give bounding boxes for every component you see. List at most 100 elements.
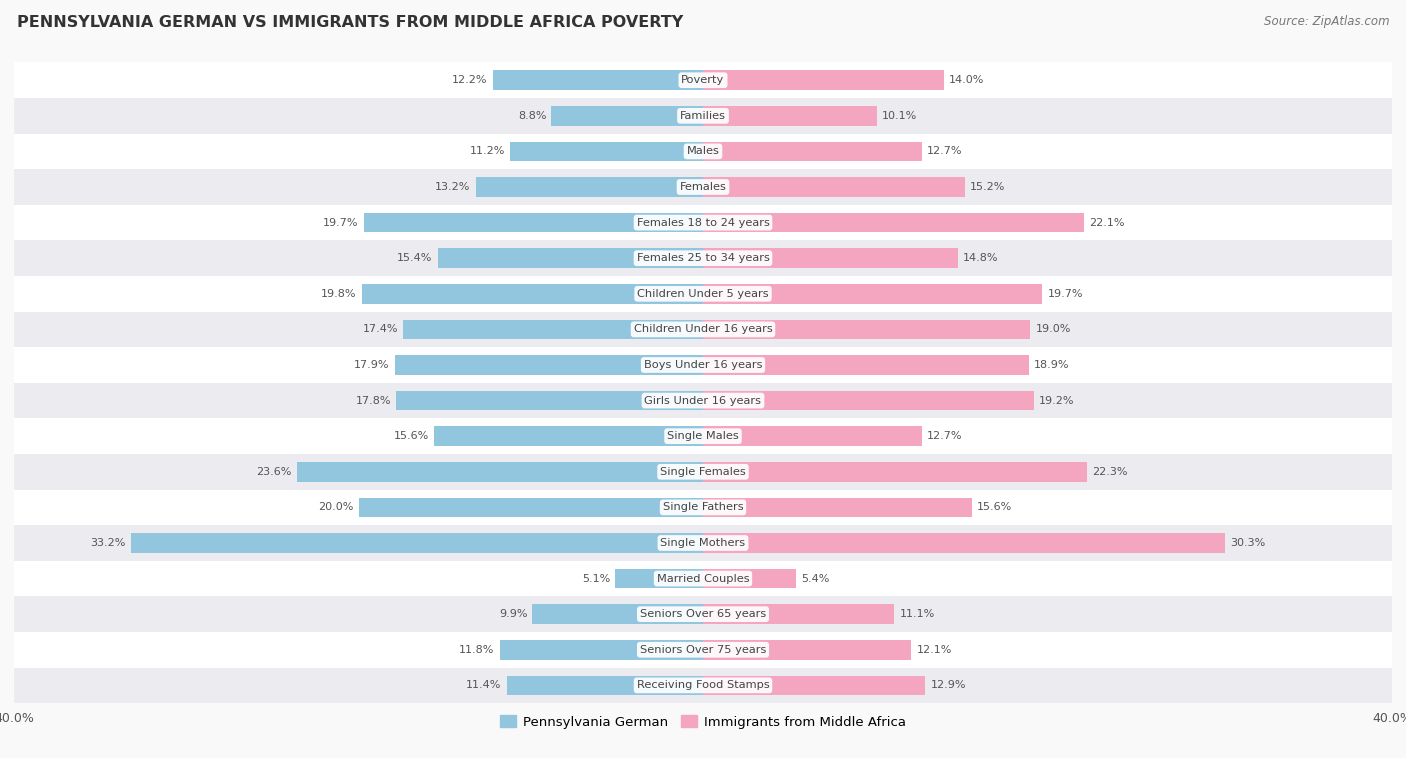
Text: 30.3%: 30.3% (1230, 538, 1265, 548)
Bar (703, 604, 894, 624)
Text: 11.1%: 11.1% (900, 609, 935, 619)
Text: Children Under 5 years: Children Under 5 years (637, 289, 769, 299)
Text: 20.0%: 20.0% (318, 503, 353, 512)
Text: 22.1%: 22.1% (1088, 218, 1125, 227)
Text: Females 25 to 34 years: Females 25 to 34 years (637, 253, 769, 263)
Text: Males: Males (686, 146, 720, 156)
Text: 19.2%: 19.2% (1039, 396, 1074, 406)
Text: 22.3%: 22.3% (1092, 467, 1128, 477)
Text: 5.1%: 5.1% (582, 574, 610, 584)
Bar (14, 169, 1392, 205)
Bar (434, 427, 703, 446)
Bar (404, 320, 703, 339)
Bar (14, 383, 1392, 418)
Bar (533, 604, 703, 624)
Text: 11.2%: 11.2% (470, 146, 505, 156)
Bar (14, 632, 1392, 668)
Bar (703, 213, 1084, 233)
Text: 10.1%: 10.1% (882, 111, 917, 121)
Bar (14, 454, 1392, 490)
Text: Seniors Over 75 years: Seniors Over 75 years (640, 645, 766, 655)
Text: 19.7%: 19.7% (323, 218, 359, 227)
Bar (703, 320, 1031, 339)
Text: 15.4%: 15.4% (398, 253, 433, 263)
Text: 12.7%: 12.7% (927, 146, 962, 156)
Text: Single Mothers: Single Mothers (661, 538, 745, 548)
Bar (703, 497, 972, 517)
Bar (14, 133, 1392, 169)
Bar (703, 284, 1042, 304)
Bar (703, 675, 925, 695)
Text: Source: ZipAtlas.com: Source: ZipAtlas.com (1264, 15, 1389, 28)
Bar (703, 142, 922, 161)
Bar (14, 561, 1392, 597)
Bar (359, 497, 703, 517)
Bar (703, 356, 1029, 374)
Bar (506, 675, 703, 695)
Text: Boys Under 16 years: Boys Under 16 years (644, 360, 762, 370)
Text: 17.4%: 17.4% (363, 324, 398, 334)
Text: 8.8%: 8.8% (517, 111, 547, 121)
Text: 9.9%: 9.9% (499, 609, 527, 619)
Text: 33.2%: 33.2% (90, 538, 127, 548)
Text: PENNSYLVANIA GERMAN VS IMMIGRANTS FROM MIDDLE AFRICA POVERTY: PENNSYLVANIA GERMAN VS IMMIGRANTS FROM M… (17, 15, 683, 30)
Bar (14, 490, 1392, 525)
Text: 19.8%: 19.8% (322, 289, 357, 299)
Bar (703, 391, 1033, 410)
Bar (510, 142, 703, 161)
Bar (703, 106, 877, 126)
Text: 11.8%: 11.8% (460, 645, 495, 655)
Text: Seniors Over 65 years: Seniors Over 65 years (640, 609, 766, 619)
Text: Receiving Food Stamps: Receiving Food Stamps (637, 681, 769, 691)
Bar (14, 98, 1392, 133)
Text: 12.2%: 12.2% (453, 75, 488, 85)
Text: 18.9%: 18.9% (1033, 360, 1069, 370)
Text: Families: Families (681, 111, 725, 121)
Text: 19.7%: 19.7% (1047, 289, 1083, 299)
Text: 17.9%: 17.9% (354, 360, 389, 370)
Bar (14, 418, 1392, 454)
Bar (499, 640, 703, 659)
Bar (475, 177, 703, 197)
Text: Married Couples: Married Couples (657, 574, 749, 584)
Text: 13.2%: 13.2% (434, 182, 471, 192)
Bar (703, 462, 1087, 481)
Text: 19.0%: 19.0% (1035, 324, 1071, 334)
Text: Children Under 16 years: Children Under 16 years (634, 324, 772, 334)
Text: 12.1%: 12.1% (917, 645, 952, 655)
Bar (703, 177, 965, 197)
Text: 15.6%: 15.6% (394, 431, 429, 441)
Legend: Pennsylvania German, Immigrants from Middle Africa: Pennsylvania German, Immigrants from Mid… (495, 709, 911, 734)
Bar (703, 249, 957, 268)
Bar (14, 597, 1392, 632)
Text: 14.8%: 14.8% (963, 253, 998, 263)
Text: 17.8%: 17.8% (356, 396, 391, 406)
Text: Females: Females (679, 182, 727, 192)
Bar (14, 276, 1392, 312)
Bar (703, 640, 911, 659)
Bar (297, 462, 703, 481)
Text: 14.0%: 14.0% (949, 75, 984, 85)
Bar (395, 356, 703, 374)
Bar (396, 391, 703, 410)
Text: Single Females: Single Females (661, 467, 745, 477)
Bar (14, 312, 1392, 347)
Bar (14, 62, 1392, 98)
Bar (703, 568, 796, 588)
Text: 12.9%: 12.9% (931, 681, 966, 691)
Bar (616, 568, 703, 588)
Bar (703, 427, 922, 446)
Text: 15.6%: 15.6% (977, 503, 1012, 512)
Text: Females 18 to 24 years: Females 18 to 24 years (637, 218, 769, 227)
Bar (703, 533, 1225, 553)
Bar (551, 106, 703, 126)
Bar (14, 240, 1392, 276)
Text: Poverty: Poverty (682, 75, 724, 85)
Bar (494, 70, 703, 90)
Text: 5.4%: 5.4% (801, 574, 830, 584)
Bar (364, 213, 703, 233)
Text: Single Males: Single Males (666, 431, 740, 441)
Text: 15.2%: 15.2% (970, 182, 1005, 192)
Text: Single Fathers: Single Fathers (662, 503, 744, 512)
Bar (14, 668, 1392, 703)
